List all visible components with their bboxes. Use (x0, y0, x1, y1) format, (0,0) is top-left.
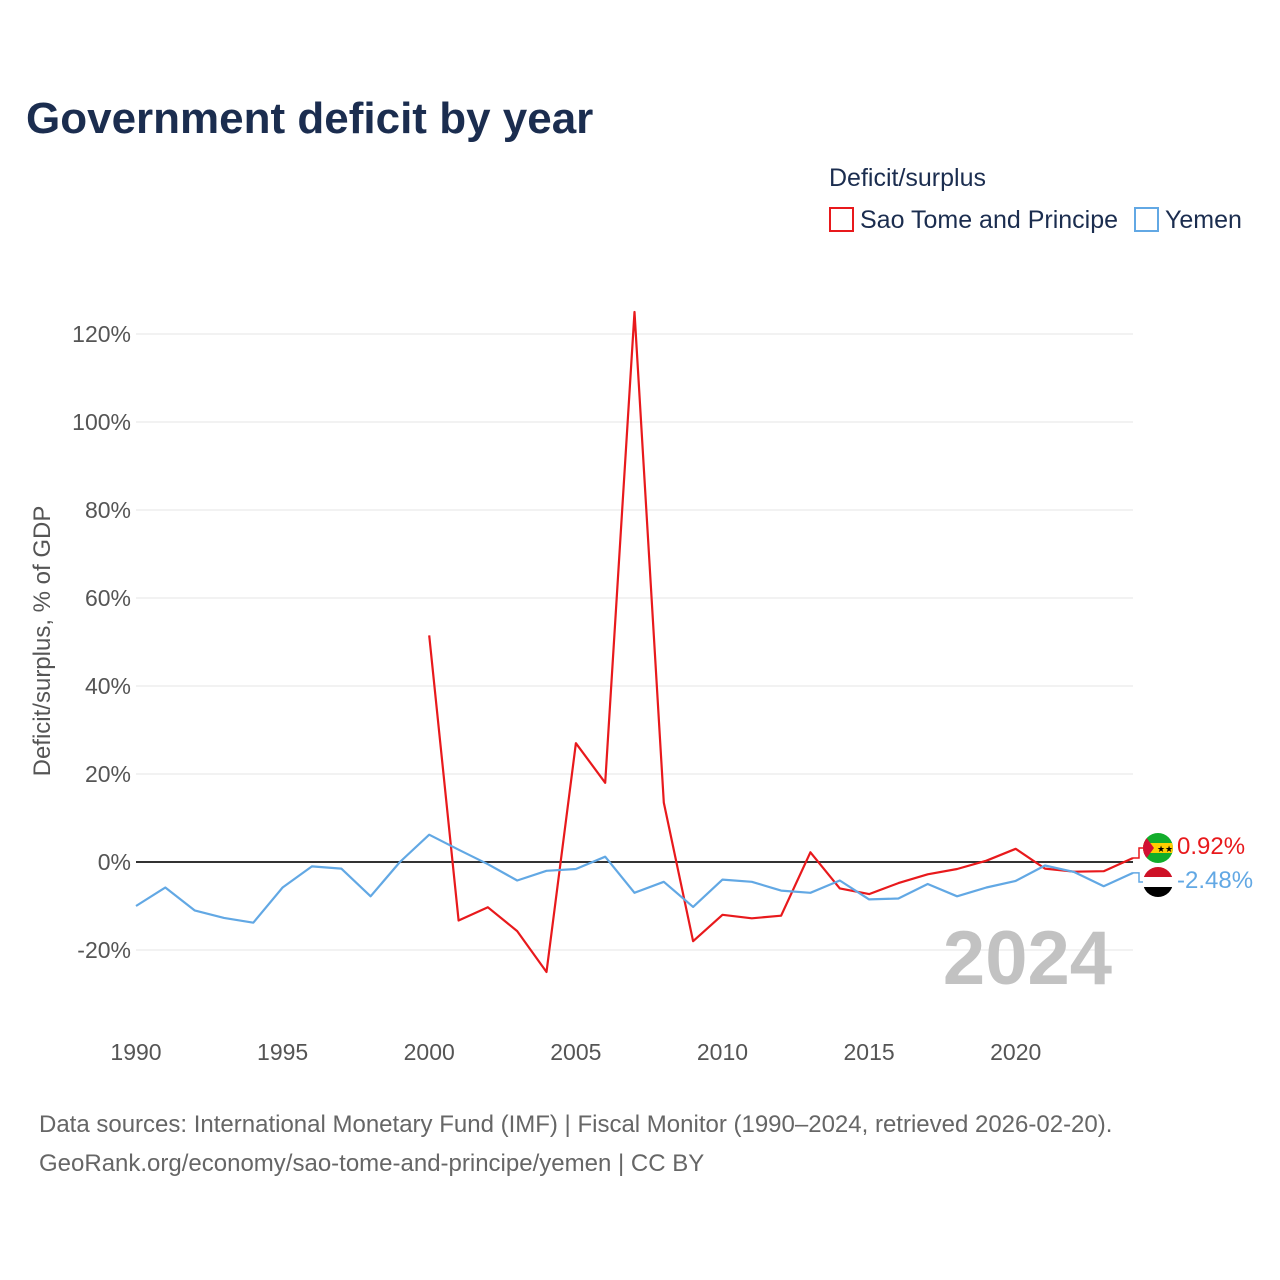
legend-item-yemen[interactable]: Yemen (1134, 206, 1242, 234)
x-axis-ticks: 1990 1995 2000 2005 2010 2015 2020 (110, 1039, 1041, 1065)
legend-label-yemen: Yemen (1165, 206, 1242, 234)
y-tick-label: 40% (85, 673, 131, 699)
x-tick-label: 2000 (404, 1039, 455, 1065)
x-tick-label: 2015 (844, 1039, 895, 1065)
source-line-1: Data sources: International Monetary Fun… (39, 1111, 1112, 1138)
source-line-2: GeoRank.org/economy/sao-tome-and-princip… (39, 1150, 704, 1177)
chart-title: Government deficit by year (26, 94, 593, 143)
y-tick-label: 0% (98, 849, 131, 875)
series-line-sao-tome-and-principe (428, 310, 1134, 974)
gridlines (136, 333, 1133, 951)
legend-title: Deficit/surplus (829, 164, 986, 192)
legend-label-sao-tome-and-principe: Sao Tome and Principe (860, 206, 1118, 234)
series-line-yemen (135, 833, 1134, 924)
y-tick-label: 80% (85, 497, 131, 523)
y-tick-label: 120% (72, 321, 131, 347)
legend-swatch-sao-tome-and-principe (829, 207, 854, 232)
y-axis-ticks: -20% 0% 20% 40% 60% 80% 100% 120% (72, 321, 131, 963)
end-connector-sao-tome-and-principe (1133, 847, 1143, 859)
end-markers: ★ ★ 0.92% -2.48% (1133, 833, 1253, 897)
series-lines (135, 310, 1134, 974)
legend: Deficit/surplus Sao Tome and Principe Ye… (829, 164, 1242, 234)
end-connector-yemen (1133, 872, 1143, 883)
svg-text:★: ★ (1157, 845, 1165, 855)
svg-text:★: ★ (1165, 845, 1173, 855)
sao-tome-and-principe-flag-icon: ★ ★ (1143, 833, 1173, 863)
x-tick-label: 2020 (990, 1039, 1041, 1065)
y-tick-label: 60% (85, 585, 131, 611)
y-tick-label: 20% (85, 761, 131, 787)
x-tick-label: 2005 (550, 1039, 601, 1065)
end-label-yemen: -2.48% (1177, 867, 1253, 894)
end-label-sao-tome-and-principe: 0.92% (1177, 833, 1245, 860)
x-tick-label: 2010 (697, 1039, 748, 1065)
y-axis-title: Deficit/surplus, % of GDP (29, 506, 56, 777)
x-tick-label: 1990 (110, 1039, 161, 1065)
legend-swatch-yemen (1134, 207, 1159, 232)
y-tick-label: 100% (72, 409, 131, 435)
yemen-flag-icon (1143, 867, 1173, 897)
y-tick-label: -20% (77, 937, 131, 963)
year-watermark: 2024 (943, 916, 1112, 1001)
legend-item-sao-tome-and-principe[interactable]: Sao Tome and Principe (829, 206, 1118, 234)
x-tick-label: 1995 (257, 1039, 308, 1065)
